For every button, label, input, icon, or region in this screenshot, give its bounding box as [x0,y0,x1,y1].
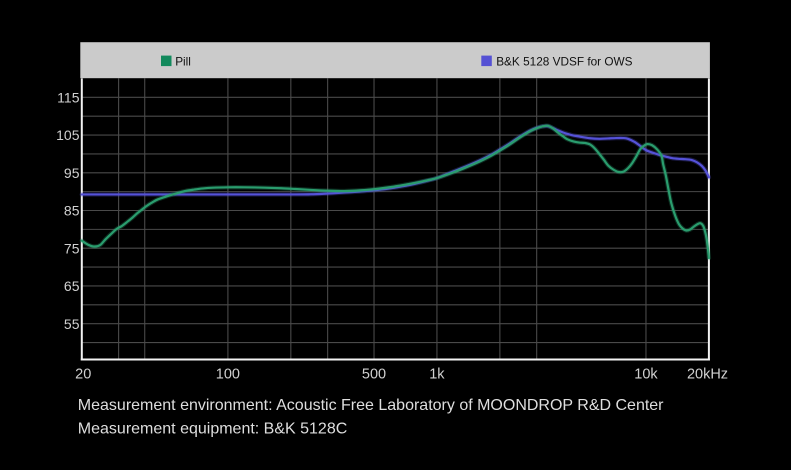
svg-text:20kHz: 20kHz [687,366,728,382]
svg-text:65: 65 [64,278,80,294]
svg-text:Measurement equipment: B&K 512: Measurement equipment: B&K 5128C [78,421,347,438]
svg-text:75: 75 [64,240,80,256]
svg-text:20: 20 [75,366,91,382]
svg-text:500: 500 [362,366,386,382]
svg-text:115: 115 [57,90,80,106]
svg-text:B&K 5128 VDSF for OWS: B&K 5128 VDSF for OWS [496,55,632,69]
svg-text:1k: 1k [429,366,445,382]
svg-text:Measurement environment: Acous: Measurement environment: Acoustic Free L… [78,397,664,414]
svg-text:55: 55 [64,316,80,332]
svg-text:Pill: Pill [175,55,191,69]
svg-text:105: 105 [56,127,80,143]
svg-text:95: 95 [64,165,80,181]
svg-text:100: 100 [216,366,240,382]
svg-text:85: 85 [64,203,80,219]
svg-text:10k: 10k [634,366,658,382]
